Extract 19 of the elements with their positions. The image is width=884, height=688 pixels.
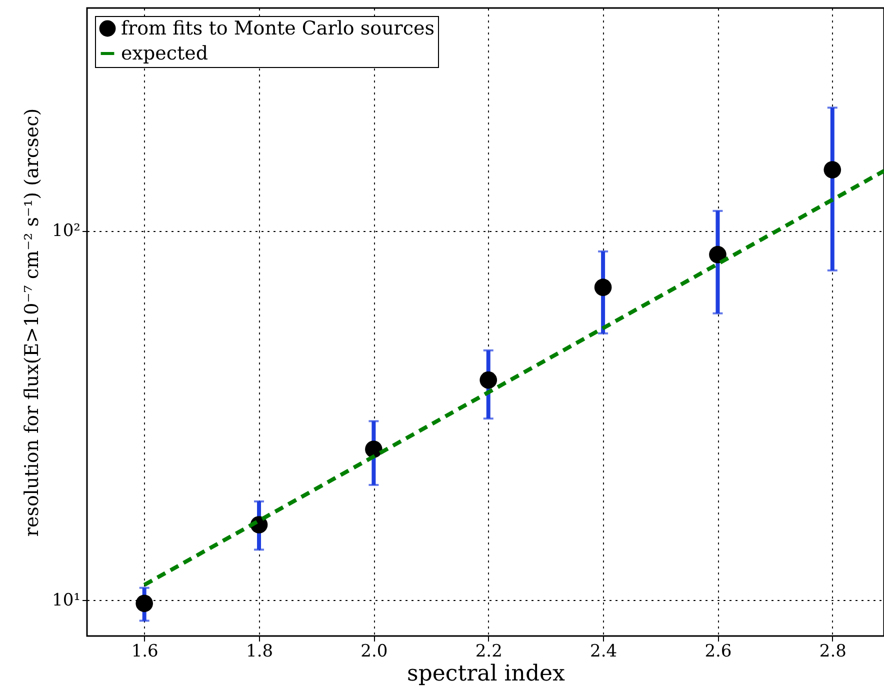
x-tick-label: 2.0: [360, 642, 388, 662]
point: [824, 161, 842, 178]
legend-label: expected: [121, 42, 208, 64]
x-tick-label: 1.8: [246, 642, 274, 662]
point: [594, 278, 612, 296]
y-axis-title: resolution for flux(E>10⁻⁷ cm⁻² s⁻¹) (arcsec): [21, 108, 44, 537]
point: [709, 246, 726, 264]
point: [480, 371, 498, 389]
x-tick-label: 2.4: [590, 642, 618, 662]
legend-label: from fits to Monte Carlo sources: [121, 18, 435, 40]
x-tick-label: 2.8: [819, 642, 846, 662]
y-tick-label: 10¹: [52, 590, 80, 611]
x-tick-label: 2.6: [704, 642, 732, 662]
point: [136, 594, 153, 612]
point: [365, 440, 382, 458]
x-tick-label: 1.6: [131, 642, 158, 662]
x-tick-label: 2.2: [475, 642, 502, 662]
x-axis-title: spectral index: [407, 662, 566, 686]
y-tick-label: 10²: [52, 221, 80, 242]
